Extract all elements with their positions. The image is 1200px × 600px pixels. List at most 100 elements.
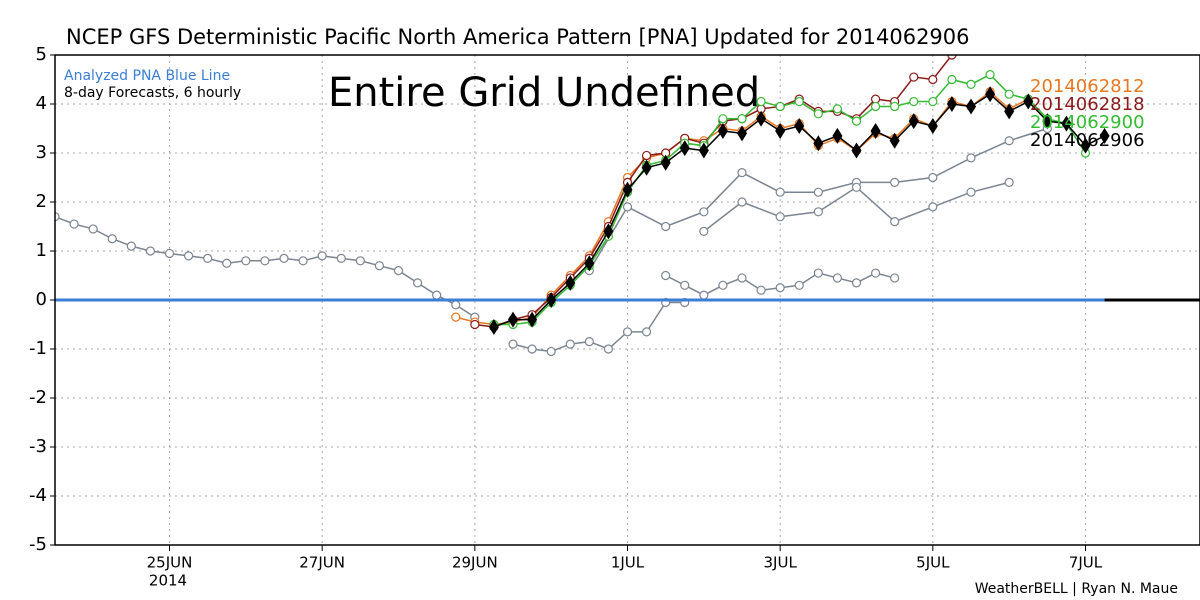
diamond-marker <box>985 86 996 103</box>
point-marker <box>584 337 594 347</box>
y-tick-label: 3 <box>36 142 47 163</box>
x-tick-label: 27JUN <box>299 554 345 572</box>
point-marker <box>279 253 289 263</box>
point-marker <box>851 182 862 192</box>
point-marker <box>641 150 652 161</box>
y-tick-label: -2 <box>29 387 47 408</box>
point-marker <box>737 168 747 178</box>
diamond-marker <box>1004 103 1015 120</box>
diamond-marker <box>1042 113 1053 130</box>
plot-area <box>55 55 1200 545</box>
point-marker <box>699 207 709 217</box>
point-marker <box>699 226 709 236</box>
point-marker <box>890 101 900 112</box>
diamond-marker <box>889 132 900 149</box>
point-marker <box>451 312 461 322</box>
point-marker <box>336 253 346 263</box>
point-marker <box>870 101 881 112</box>
point-marker <box>603 344 614 354</box>
point-marker <box>890 217 900 227</box>
diamond-marker <box>813 135 824 152</box>
point-marker <box>909 96 919 107</box>
diamond-marker <box>775 122 786 139</box>
y-tick-label: 4 <box>36 93 47 114</box>
point-marker <box>451 300 461 310</box>
point-marker <box>966 187 976 197</box>
diamond-marker <box>508 311 518 328</box>
point-marker <box>222 258 232 268</box>
point-marker <box>432 290 442 300</box>
point-marker <box>661 221 671 232</box>
point-marker <box>470 319 480 330</box>
point-marker <box>145 246 156 256</box>
diamond-marker <box>622 181 633 198</box>
diamond-marker <box>527 311 538 328</box>
diamond-marker <box>927 118 938 135</box>
point-marker <box>718 280 728 290</box>
point-marker <box>890 273 900 283</box>
point-marker <box>88 224 98 234</box>
point-marker <box>928 96 938 107</box>
x-tick-label: 25JUN <box>147 554 193 572</box>
x-tick-label: 7JUL <box>1069 554 1103 572</box>
legend-label: 2014062900 <box>1030 112 1145 133</box>
diamond-marker <box>1061 115 1072 132</box>
point-marker <box>412 278 423 288</box>
point-marker <box>928 202 938 212</box>
y-tick-label: 2 <box>36 191 47 212</box>
point-marker <box>947 74 957 85</box>
x-tick-label: 5JUL <box>916 554 950 572</box>
point-marker <box>851 278 862 288</box>
diamond-marker <box>1023 93 1034 110</box>
annotation: Entire Grid Undefined <box>328 70 760 116</box>
point-marker <box>241 256 251 266</box>
diamond-marker <box>698 142 709 159</box>
point-marker <box>317 251 327 261</box>
point-marker <box>737 114 747 124</box>
point-marker <box>393 266 404 276</box>
point-marker <box>527 344 537 354</box>
diamond-marker <box>908 113 919 130</box>
x-tick-label: 1JUL <box>611 554 645 572</box>
point-marker <box>928 172 938 183</box>
point-marker <box>813 187 823 197</box>
point-marker <box>183 251 194 261</box>
point-marker <box>699 290 709 300</box>
subtitle: 8-day Forecasts, 6 hourly <box>64 85 241 101</box>
diamond-marker <box>851 142 862 159</box>
x-year-label: 2014 <box>149 572 187 590</box>
point-marker <box>508 339 518 349</box>
point-marker <box>813 268 823 278</box>
point-marker <box>680 280 690 290</box>
point-marker <box>832 104 843 114</box>
point-marker <box>1004 89 1014 99</box>
diamond-marker <box>737 125 747 142</box>
point-marker <box>546 346 556 357</box>
diamond-marker <box>832 127 843 144</box>
point-marker <box>870 268 881 278</box>
point-marker <box>756 96 766 107</box>
diamond-marker <box>565 274 576 291</box>
point-marker <box>355 256 365 266</box>
diamond-marker <box>717 122 728 139</box>
diamond-marker <box>794 118 805 135</box>
diamond-marker <box>679 140 690 157</box>
point-marker <box>107 234 117 244</box>
point-marker <box>260 256 270 266</box>
diamond-marker <box>546 292 557 308</box>
point-marker <box>794 96 804 107</box>
point-marker <box>641 327 652 337</box>
point-marker <box>718 114 728 124</box>
point-marker <box>1004 136 1014 146</box>
y-tick-label: -5 <box>29 534 47 555</box>
point-marker <box>794 280 804 290</box>
point-marker <box>851 116 862 126</box>
diamond-marker <box>641 159 652 176</box>
point-marker <box>813 207 823 217</box>
point-marker <box>661 270 671 281</box>
point-marker <box>756 285 766 295</box>
y-tick-label: -4 <box>29 485 47 506</box>
legend-label: 2014062812 <box>1030 76 1145 97</box>
y-tick-label: 1 <box>36 240 47 261</box>
